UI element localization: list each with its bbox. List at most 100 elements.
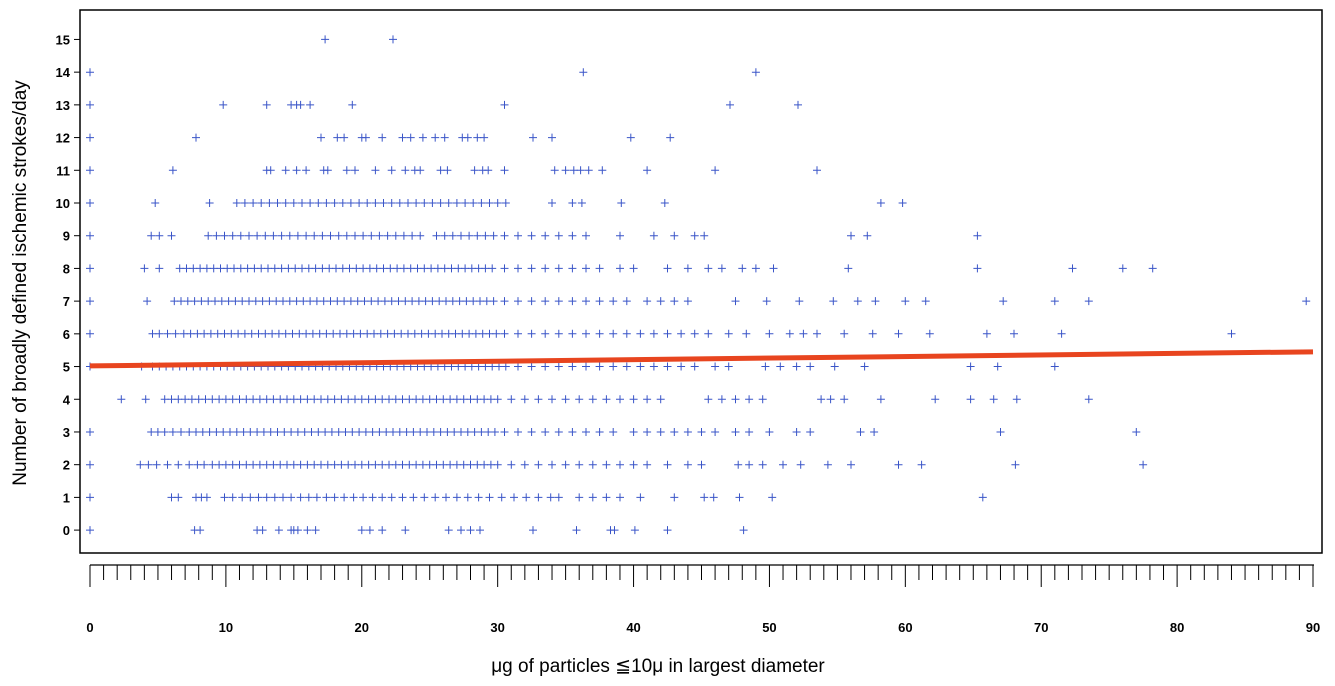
data-point — [338, 199, 347, 207]
data-point — [1010, 329, 1018, 338]
data-point — [758, 395, 767, 404]
data-point — [398, 460, 407, 469]
data-point — [484, 428, 493, 436]
data-point — [293, 526, 302, 535]
data-point — [385, 460, 393, 469]
data-point — [349, 493, 358, 502]
data-point — [364, 460, 373, 469]
data-point — [993, 362, 1002, 371]
data-point — [383, 231, 392, 240]
data-point — [439, 395, 448, 404]
data-point — [643, 395, 652, 404]
data-point — [298, 264, 306, 273]
data-point — [443, 166, 452, 175]
data-point — [876, 395, 885, 404]
data-point — [501, 362, 510, 371]
data-point — [398, 493, 407, 502]
data-point — [520, 395, 529, 404]
data-point — [371, 460, 380, 469]
data-point — [353, 297, 362, 306]
data-point — [847, 460, 855, 469]
data-point — [466, 526, 475, 535]
y-tick-label: 14 — [56, 65, 71, 80]
data-point — [296, 493, 305, 502]
data-point — [255, 460, 264, 469]
fit-line-group — [89, 349, 1314, 369]
data-point — [86, 199, 94, 207]
x-tick-label: 30 — [490, 620, 504, 635]
data-point — [363, 329, 372, 338]
data-point — [239, 428, 248, 436]
data-point — [427, 264, 436, 273]
data-point — [454, 264, 463, 273]
data-point — [677, 329, 686, 338]
data-point — [768, 493, 777, 502]
data-point — [293, 428, 302, 436]
data-point — [171, 329, 180, 338]
data-point — [626, 133, 635, 142]
data-point — [481, 231, 490, 240]
data-point — [86, 329, 94, 338]
data-point — [677, 362, 686, 371]
data-point — [731, 395, 740, 404]
data-point — [230, 264, 238, 273]
data-point — [416, 166, 425, 175]
data-point — [734, 460, 743, 469]
data-point — [582, 231, 590, 240]
data-point — [670, 428, 679, 436]
data-point — [522, 493, 531, 502]
data-point — [485, 493, 494, 502]
data-point — [466, 460, 475, 469]
data-point — [376, 329, 385, 338]
data-point — [432, 460, 441, 469]
data-point — [371, 199, 380, 207]
data-point — [500, 231, 509, 240]
data-point — [476, 297, 484, 306]
data-point — [368, 428, 377, 436]
data-point — [232, 428, 241, 436]
data-point — [476, 526, 484, 535]
data-point — [455, 297, 464, 306]
data-point — [527, 231, 536, 240]
y-tick-label: 9 — [63, 229, 70, 244]
data-point — [240, 329, 249, 338]
data-point — [310, 460, 319, 469]
data-point — [397, 329, 406, 338]
data-point — [285, 231, 294, 240]
data-point — [206, 329, 215, 338]
data-point — [440, 231, 449, 240]
data-point — [792, 362, 801, 371]
data-point — [717, 264, 726, 273]
data-point — [461, 264, 470, 273]
data-point — [931, 395, 940, 404]
data-point — [86, 68, 94, 77]
data-point — [323, 395, 332, 404]
data-point — [359, 231, 368, 240]
data-point — [500, 100, 509, 109]
data-point — [287, 493, 296, 502]
data-point — [346, 199, 355, 207]
data-point — [795, 297, 804, 306]
data-point — [616, 460, 624, 469]
data-point — [410, 329, 419, 338]
x-axis-title: μg of particles ≦10μ in largest diameter — [491, 656, 825, 677]
data-point — [262, 100, 271, 109]
data-point — [336, 329, 344, 338]
data-point — [856, 428, 865, 436]
data-point — [500, 166, 509, 175]
data-point — [683, 297, 692, 306]
data-point — [367, 297, 376, 306]
data-point — [245, 297, 253, 306]
data-point — [200, 460, 209, 469]
data-point — [296, 460, 305, 469]
data-point — [288, 329, 297, 338]
data-point — [925, 329, 934, 338]
data-point — [198, 428, 207, 436]
data-point — [143, 297, 152, 306]
data-point — [284, 264, 293, 273]
data-point — [473, 231, 482, 240]
data-point — [398, 133, 407, 142]
data-point — [318, 231, 327, 240]
data-point — [346, 297, 355, 306]
data-point — [378, 395, 387, 404]
